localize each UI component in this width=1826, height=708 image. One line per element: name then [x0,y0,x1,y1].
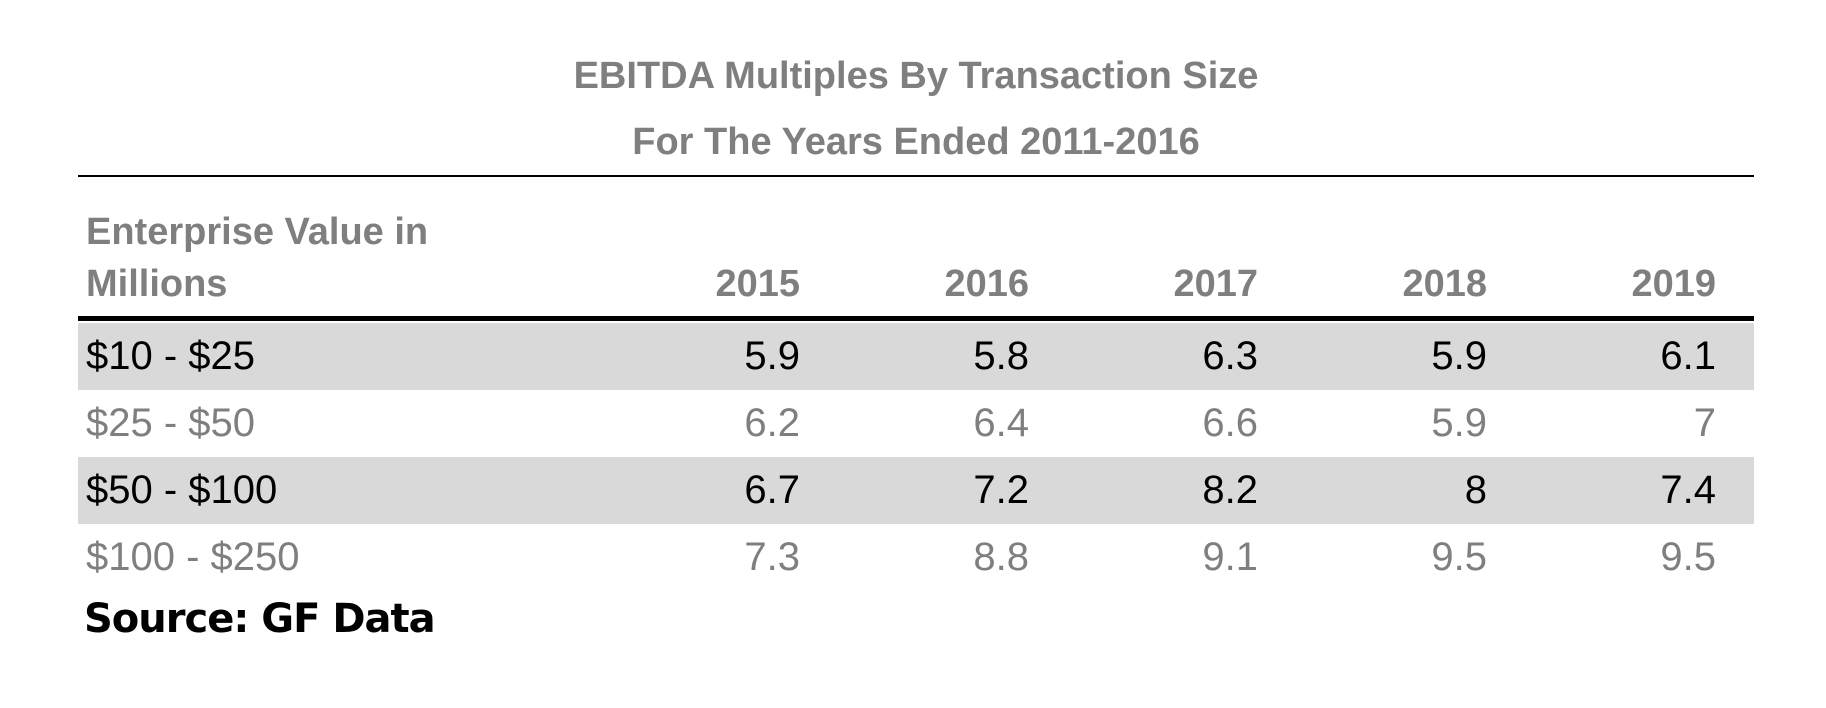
table-row: $100 - $250 7.3 8.8 9.1 9.5 9.5 [78,524,1754,591]
table-cell: 6.1 [1660,334,1716,378]
table-cell: 6.2 [744,401,800,445]
table-cell: 6.6 [1202,401,1258,445]
row-label: $100 - $250 [86,535,300,579]
row-header-label-line-1: Enterprise Value in [86,211,429,253]
table-cell: 8.8 [973,535,1029,579]
row-header-label-line-2: Millions [86,263,228,305]
table-cell: 8.2 [1202,468,1258,512]
source-note: Source: GF Data [84,596,436,642]
table-cell: 9.5 [1660,535,1716,579]
top-rule [78,175,1754,177]
row-label: $50 - $100 [86,468,278,512]
row-label: $25 - $50 [86,401,256,445]
table-title: EBITDA Multiples By Transaction Size [573,55,1259,97]
table-cell: 7.4 [1660,468,1716,512]
row-header-label: Enterprise Value in Millions [86,206,506,310]
table-cell: 5.8 [973,334,1029,378]
table-cell: 8 [1464,468,1487,512]
table-row: $50 - $100 6.7 7.2 8.2 8 7.4 [78,457,1754,524]
row-label: $10 - $25 [86,334,256,378]
column-header-2019: 2019 [1631,263,1716,305]
table-cell: 6.7 [744,468,800,512]
table-row: $25 - $50 6.2 6.4 6.6 5.9 7 [78,390,1754,457]
table-cell: 9.1 [1202,535,1258,579]
table-cell: 5.9 [744,334,800,378]
header-rule [78,316,1754,321]
table-row: $10 - $25 5.9 5.8 6.3 5.9 6.1 [78,323,1754,390]
table-cell: 5.9 [1431,401,1487,445]
table-cell: 9.5 [1431,535,1487,579]
table-subtitle: For The Years Ended 2011-2016 [632,121,1200,163]
column-header-2015: 2015 [715,263,800,305]
table-cell: 7.2 [973,468,1029,512]
column-header-2017: 2017 [1173,263,1258,305]
column-header-2018: 2018 [1402,263,1487,305]
table-cell: 6.3 [1202,334,1258,378]
table-cell: 6.4 [973,401,1029,445]
table-cell: 7 [1693,401,1716,445]
table-cell: 7.3 [744,535,800,579]
table-cell: 5.9 [1431,334,1487,378]
column-header-2016: 2016 [944,263,1029,305]
